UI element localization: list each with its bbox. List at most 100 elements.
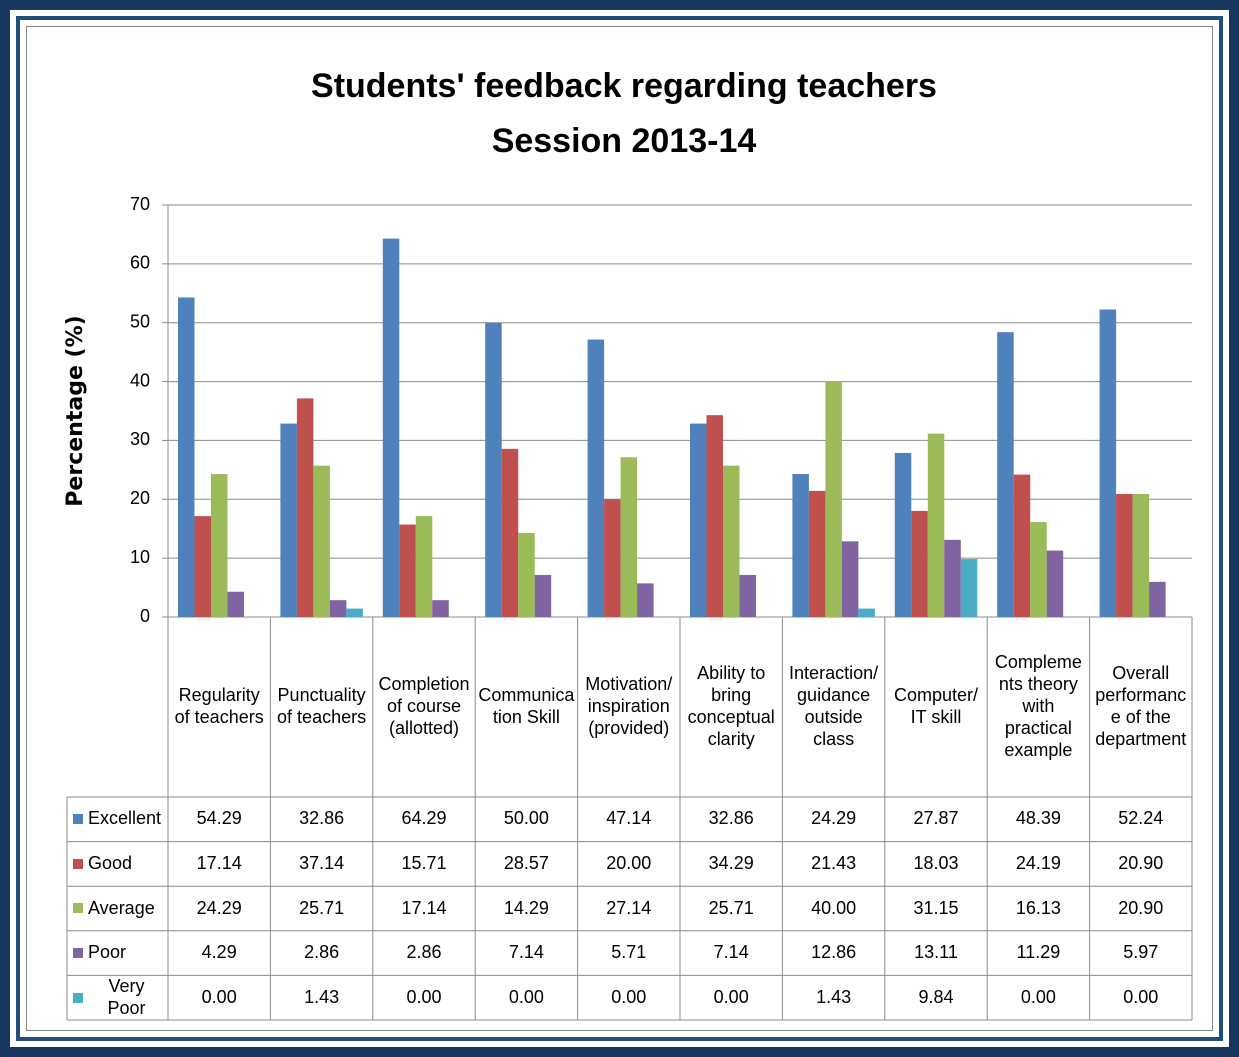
- table-value: 1.43: [816, 986, 852, 1007]
- category-label: Communication Skill: [478, 685, 575, 727]
- table-value: 47.14: [606, 808, 652, 829]
- bar: [1116, 493, 1133, 617]
- table-value: 0.00: [611, 986, 647, 1007]
- bar: [1013, 474, 1031, 617]
- legend-label: Poor: [88, 942, 127, 963]
- bar: [415, 516, 433, 617]
- table-value: 16.13: [1015, 897, 1061, 918]
- bar: [346, 608, 363, 617]
- table-value: 32.86: [708, 808, 754, 829]
- table-value: 50.00: [503, 808, 549, 829]
- bar: [858, 608, 875, 617]
- bar: [382, 238, 400, 617]
- bar: [927, 433, 945, 617]
- table-value: 40.00: [811, 897, 857, 918]
- frame-line: [26, 26, 1213, 1031]
- table-value: 5.71: [611, 942, 647, 963]
- bar: [723, 465, 740, 617]
- legend-entry: Average: [67, 886, 168, 931]
- table-value: 4.29: [201, 942, 237, 963]
- table-value: 0.00: [1020, 986, 1056, 1007]
- table-value: 28.57: [503, 852, 549, 873]
- table-value: 0.00: [1123, 986, 1159, 1007]
- table-value: 0.00: [508, 986, 544, 1007]
- legend-entry: Very Poor: [67, 975, 168, 1020]
- legend-label: Very Poor: [107, 975, 146, 1018]
- table-value: 24.19: [1015, 852, 1061, 873]
- category-label: Interaction/ guidance outside class: [789, 663, 879, 749]
- table-value: 1.43: [304, 986, 340, 1007]
- table-value: 25.71: [299, 897, 345, 918]
- category-label: Regularity of teachers: [174, 685, 264, 727]
- table-value: 31.15: [913, 897, 959, 918]
- table-value: 20.90: [1118, 852, 1164, 873]
- table-value: 17.14: [401, 897, 447, 918]
- category-label: Punctuality of teachers: [277, 685, 367, 727]
- legend-swatch: [73, 814, 83, 825]
- legend-swatch: [73, 948, 83, 959]
- bar: [501, 448, 519, 617]
- table-value: 34.29: [708, 852, 754, 873]
- y-tick-label: 50: [130, 311, 150, 331]
- table-value: 2.86: [406, 942, 442, 963]
- bar: [894, 452, 912, 617]
- table-value: 52.24: [1118, 808, 1164, 829]
- table-value: 20.00: [606, 852, 652, 873]
- bar: [620, 457, 638, 617]
- bar: [808, 490, 826, 617]
- category-label: Complements theory with practical exampl…: [994, 652, 1082, 760]
- y-tick-label: 70: [130, 194, 150, 214]
- table-value: 2.86: [304, 942, 340, 963]
- y-tick-label: 40: [130, 370, 150, 390]
- category-label: Completion of course (allotted): [378, 674, 470, 738]
- bar: [280, 423, 297, 617]
- bar: [329, 600, 347, 617]
- category-label: Computer/ IT skill: [893, 685, 979, 727]
- bar: [604, 499, 621, 617]
- bar: [399, 524, 416, 617]
- bar: [690, 423, 707, 617]
- bar: [534, 574, 552, 617]
- bar: [211, 474, 228, 617]
- bar: [944, 539, 961, 617]
- y-tick-label: 0: [140, 606, 150, 626]
- bar: [1099, 309, 1117, 617]
- bar: [518, 532, 535, 617]
- bar: [485, 322, 502, 617]
- y-axis-label: Percentage (%): [63, 315, 88, 506]
- bar: [296, 398, 314, 617]
- bar: [997, 332, 1014, 617]
- category-label: Overall performance of the department: [1095, 663, 1187, 749]
- bar: [1030, 522, 1047, 617]
- bar: [841, 541, 859, 617]
- bar: [178, 297, 195, 617]
- table-value: 27.87: [913, 808, 959, 829]
- bar: [227, 591, 244, 617]
- table-value: 24.29: [196, 897, 242, 918]
- table-value: 37.14: [299, 852, 345, 873]
- table-value: 0.00: [713, 986, 749, 1007]
- table-value: 13.11: [914, 942, 958, 963]
- bar: [1046, 550, 1064, 617]
- table-value: 24.29: [811, 808, 857, 829]
- table-value: 64.29: [401, 808, 447, 829]
- legend-swatch: [73, 903, 83, 914]
- bar: [194, 516, 211, 617]
- table-value: 9.84: [918, 986, 954, 1007]
- legend-label: Average: [88, 897, 155, 918]
- bar: [825, 381, 842, 617]
- y-tick-label: 60: [130, 253, 150, 273]
- table-value: 7.14: [508, 942, 544, 963]
- legend-entry: Excellent: [67, 797, 168, 842]
- category-label: Motivation/ inspiration (provided): [585, 674, 673, 738]
- table-value: 11.29: [1016, 942, 1061, 963]
- table-value: 0.00: [201, 986, 237, 1007]
- y-tick-label: 20: [130, 488, 150, 508]
- table-value: 7.14: [713, 942, 749, 963]
- table-value: 27.14: [606, 897, 652, 918]
- bar: [792, 474, 809, 617]
- y-tick-label: 10: [130, 547, 150, 567]
- table-value: 25.71: [708, 897, 754, 918]
